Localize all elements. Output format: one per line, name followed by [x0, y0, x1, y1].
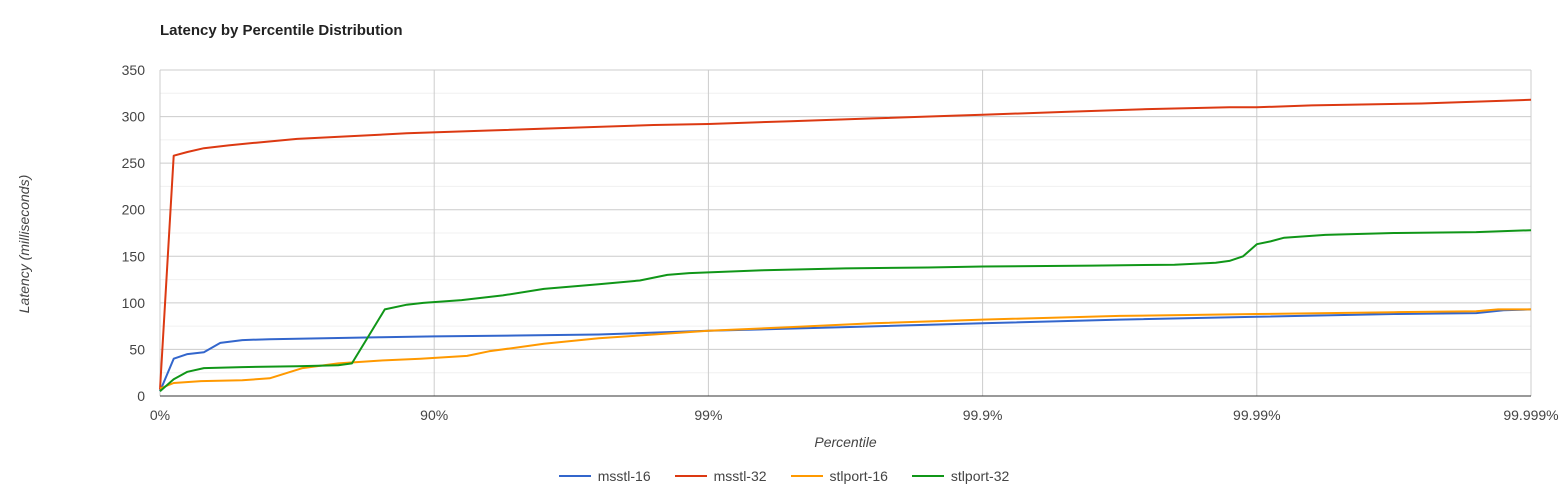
y-tick-label: 150: [122, 248, 146, 264]
series-line-msstl-16: [159, 308, 1532, 392]
legend-swatch: [558, 475, 591, 477]
legend-swatch: [911, 475, 944, 477]
legend-label: stlport-32: [950, 468, 1010, 484]
y-tick-label: 350: [122, 62, 146, 78]
legend: msstl-16 msstl-32 stlport-16 stlport-32: [0, 464, 1568, 484]
chart-title: Latency by Percentile Distribution: [160, 22, 403, 39]
legend-item-stlport-16[interactable]: stlport-16: [790, 468, 888, 484]
x-tick-label: 99%: [694, 407, 722, 423]
x-axis-label: Percentile: [814, 434, 877, 450]
x-tick-labels: 0% 90% 99% 99.9% 99.99% 99.999%: [150, 407, 1559, 423]
series-line-stlport-32: [159, 229, 1532, 393]
x-tick-label: 99.999%: [1503, 407, 1558, 423]
legend-label: stlport-16: [829, 468, 888, 484]
y-tick-label: 50: [129, 341, 145, 357]
x-tick-label: 90%: [420, 407, 448, 423]
y-tick-label: 0: [137, 388, 145, 404]
legend-label: msstl-32: [713, 468, 767, 484]
y-tick-label: 250: [122, 155, 146, 171]
x-tick-label: 99.99%: [1233, 407, 1280, 423]
major-gridlines: [159, 69, 1532, 396]
x-tick-label: 0%: [150, 407, 170, 423]
x-tick-label: 99.9%: [963, 407, 1003, 423]
series-line-msstl-32: [159, 98, 1532, 390]
legend-item-stlport-32[interactable]: stlport-32: [911, 468, 1010, 484]
y-tick-label: 200: [122, 202, 146, 218]
y-tick-label: 100: [122, 295, 146, 311]
legend-swatch: [674, 475, 707, 477]
series-lines: [159, 98, 1532, 393]
series-line-stlport-16: [159, 308, 1531, 390]
y-tick-labels: 0 50 100 150 200 250 300 350: [122, 62, 146, 404]
legend-label: msstl-16: [597, 468, 651, 484]
y-tick-label: 300: [122, 109, 146, 125]
legend-item-msstl-32[interactable]: msstl-32: [674, 468, 767, 484]
legend-item-msstl-16[interactable]: msstl-16: [558, 468, 651, 484]
legend-swatch: [790, 475, 823, 477]
